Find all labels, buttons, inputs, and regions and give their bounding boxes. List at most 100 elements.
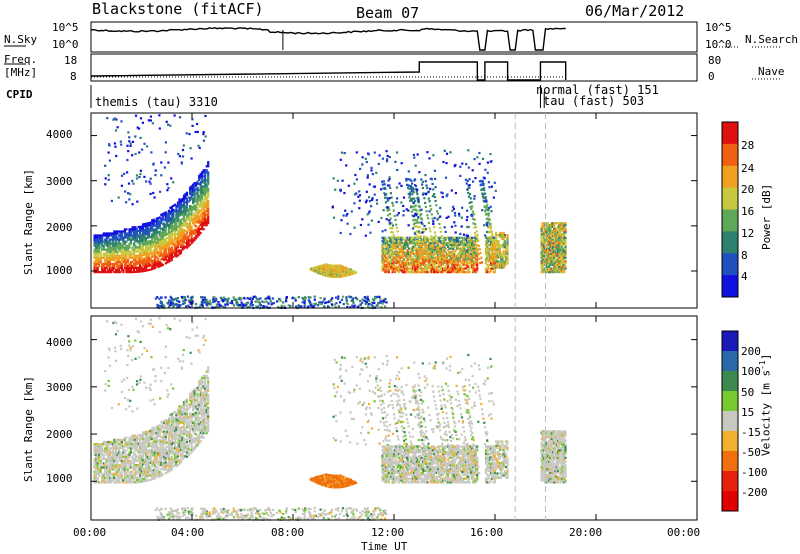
power-cell-1411 [202,217,205,221]
power-cell-969 [172,251,175,254]
power-cell-1487 [207,205,210,208]
power-cell-4522 [495,236,498,239]
power-cell-2478 [401,269,404,272]
power-cell-684 [151,227,154,230]
power-cell-217 [113,254,116,257]
power-cell-4523 [495,234,498,237]
power-cell-758 [157,257,160,260]
power-cell-259 [116,242,119,245]
power-cell-211 [113,271,116,274]
power-cell-1408 [202,224,205,227]
power-cell-2153 [271,297,275,300]
velocity-cell-264 [117,481,120,484]
power-cell-330 [123,264,126,268]
power-cell-1559 [166,183,169,186]
power-cell-4028 [402,196,406,199]
power-cell-1402 [201,179,204,182]
power-cell-4193 [546,227,549,230]
power-cell-21 [95,262,98,266]
power-cell-4296 [553,245,556,248]
power-cell-607 [145,226,148,229]
power-cell-4335 [555,260,558,263]
velocity-cell-31 [95,451,98,454]
power-cell-3116 [457,240,460,243]
power-cell-3826 [358,199,361,202]
power-cell-932 [169,231,172,234]
power-cell-4345 [555,236,558,239]
power-cell-2152 [200,304,204,307]
power-cell-2683 [419,249,422,252]
power-cell-2080 [234,298,237,301]
power-cell-401 [129,266,133,270]
power-cell-3951 [355,151,358,154]
power-cell-3818 [402,209,405,212]
power-cell-1564 [131,140,135,143]
power-cell-1918 [352,305,355,309]
power-cell-280 [119,271,122,274]
power-cell-415 [129,228,133,231]
power-cell-3627 [414,208,417,211]
power-cell-526 [140,268,143,271]
power-cell-3160 [462,254,465,257]
power-cell-2961 [444,267,447,270]
velocity-cell-15 [93,445,96,448]
power-cell-3146 [460,252,464,256]
power-cell-3977 [417,216,420,219]
power-cell-2533 [406,267,409,270]
power-cell-3043 [452,267,455,270]
power-cell-4455 [561,249,565,252]
power-cell-3362 [487,247,490,250]
power-cell-3409 [492,271,495,274]
power-cell-4575 [501,238,504,241]
power-cell-2593 [411,258,414,261]
power-cell-3535 [478,244,481,248]
power-cell-2921 [440,260,443,263]
velocity-cell-85 [101,477,104,480]
power-cell-2610 [412,247,416,250]
power-cell-869 [164,227,167,230]
power-cell-4160 [545,247,548,250]
power-cell-3702 [414,188,417,191]
power-cell-4071 [540,245,543,248]
power-cell-2339 [387,251,390,254]
power-cell-1075 [178,198,181,201]
power-cell-2465 [400,267,403,270]
power-cell-4591 [502,231,505,235]
power-cell-645 [148,234,151,237]
power-cell-3067 [453,245,456,248]
power-cell-3938 [460,225,463,228]
power-cell-1957 [180,295,183,299]
power-cell-2648 [416,269,419,272]
power-cell-1747 [334,274,337,277]
power-cell-301 [120,258,123,261]
power-cell-1344 [198,215,201,218]
power-cell-2872 [436,271,440,274]
power-cell-2883 [436,245,440,248]
power-cell-2235 [257,300,260,304]
power-cell-128 [105,260,108,263]
power-cell-863 [164,241,167,245]
power-cell-2829 [433,271,436,274]
power-cell-2968 [444,242,447,245]
power-cell-2252 [350,296,353,299]
power-cell-3622 [410,187,413,190]
power-cell-4208 [548,240,551,243]
power-cell-3079 [454,258,457,261]
power-cell-1218 [189,205,192,208]
velocity-cell-29 [95,455,98,458]
power-cell-743 [155,237,158,241]
power-cell-2513 [404,247,407,250]
power-cell-4166 [545,233,548,236]
power-cell-4032 [400,184,403,187]
power-cell-2044 [327,306,331,309]
velocity-cell-51 [96,447,99,450]
power-cell-980 [172,217,175,220]
power-cell-4156 [545,254,548,257]
power-cell-4344 [555,238,558,241]
power-cell-1331 [196,190,199,193]
power-cell-3717 [426,251,429,254]
power-cell-1429 [202,171,205,174]
power-cell-116 [104,254,107,257]
power-cell-460 [134,246,137,249]
power-cell-3516 [493,249,496,252]
